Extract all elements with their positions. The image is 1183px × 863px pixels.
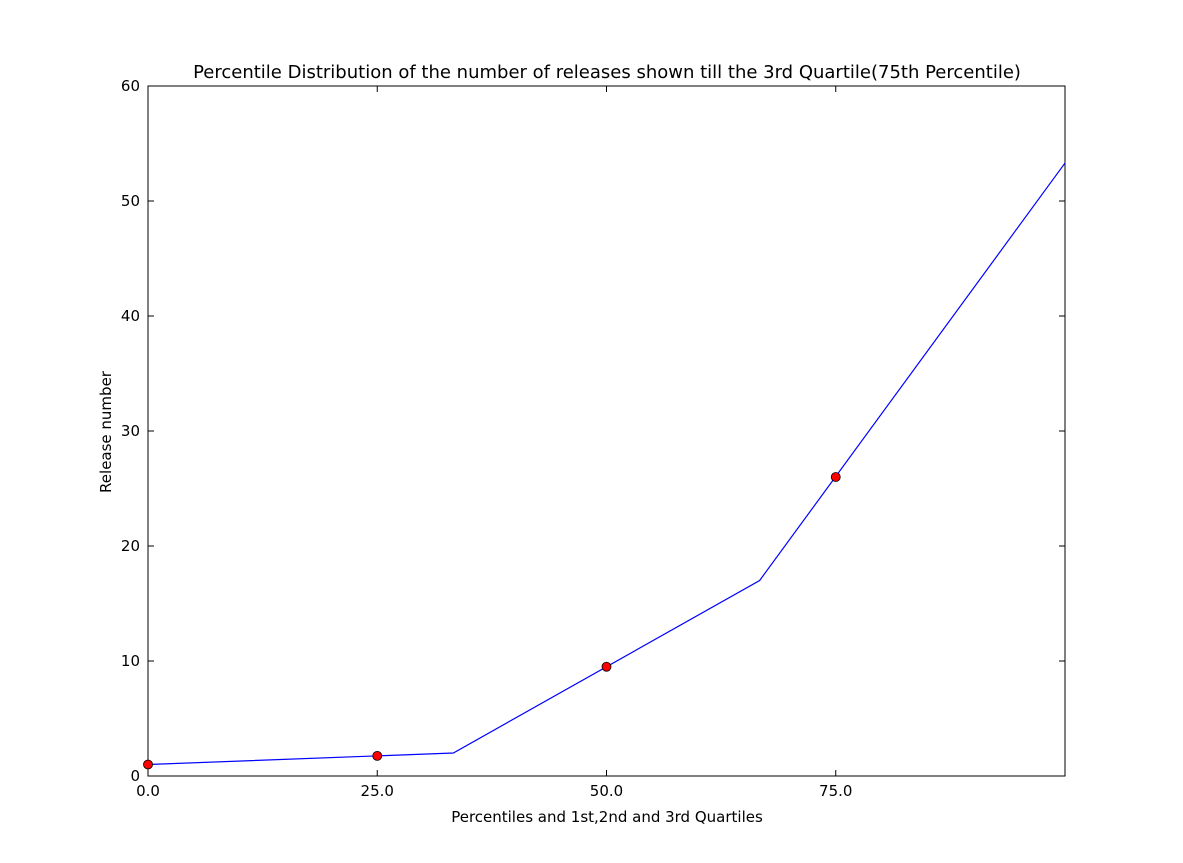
axis-ticks: 0.0 25.0 50.0 75.0 0 10 20 30 40 50 60 (121, 77, 1065, 800)
y-tick-label: 30 (121, 422, 140, 440)
data-point-marker (830, 472, 841, 482)
y-tick-label: 20 (121, 537, 140, 555)
x-tick-label: 25.0 (361, 782, 394, 800)
y-tick-label: 0 (130, 767, 140, 785)
y-tick-label: 40 (121, 307, 140, 325)
y-tick-label: 60 (121, 77, 140, 95)
plot-area (147, 85, 1066, 777)
y-tick-label: 50 (121, 192, 140, 210)
series-layer (143, 162, 1066, 770)
x-tick-label: 50.0 (590, 782, 623, 800)
x-tick-label: 75.0 (819, 782, 852, 800)
y-tick-label: 10 (121, 652, 140, 670)
data-point-marker (372, 750, 383, 761)
data-point-marker (601, 661, 612, 672)
plot-frame (147, 85, 1066, 777)
data-point-marker (143, 759, 153, 770)
series-line (147, 162, 1066, 766)
y-axis-label: Release number (97, 370, 115, 493)
x-axis-label: Percentiles and 1st,2nd and 3rd Quartile… (451, 808, 763, 826)
x-tick-label: 0.0 (136, 782, 160, 800)
chart-title: Percentile Distribution of the number of… (193, 62, 1021, 83)
